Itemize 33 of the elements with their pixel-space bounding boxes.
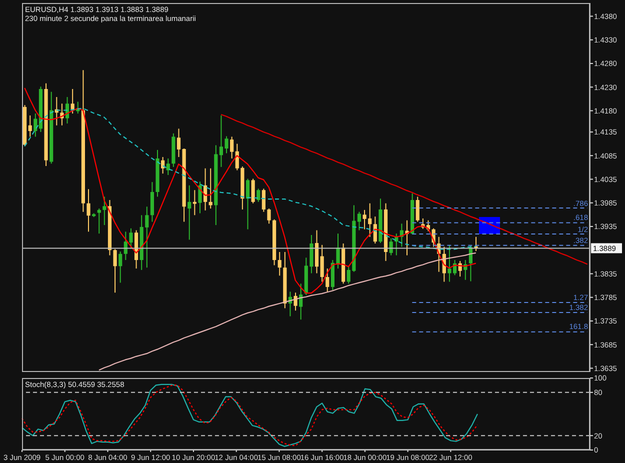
- candlestick: [34, 113, 38, 138]
- candlestick: [102, 196, 106, 226]
- candlestick: [129, 228, 133, 250]
- candlestick: [150, 182, 154, 222]
- candlestick: [357, 211, 362, 231]
- candlestick: [389, 238, 393, 256]
- candlestick: [320, 244, 324, 282]
- candlestick: [326, 268, 330, 292]
- candlestick: [176, 128, 181, 158]
- candlestick: [118, 251, 122, 284]
- candlestick: [230, 136, 234, 159]
- candlestick: [256, 188, 260, 202]
- candlestick: [166, 158, 170, 176]
- candlestick: [60, 103, 64, 126]
- candlestick: [251, 178, 255, 204]
- line-series: [220, 114, 588, 265]
- candlestick: [70, 88, 74, 114]
- candlestick: [86, 188, 90, 232]
- candlestick: [246, 178, 250, 230]
- candlestick: [314, 230, 319, 274]
- candlestick: [294, 292, 298, 312]
- candlestick: [416, 196, 420, 222]
- candlestick: [278, 251, 282, 276]
- candlestick: [192, 190, 196, 216]
- candlestick: [97, 208, 101, 234]
- candlestick: [113, 248, 117, 294]
- line-series: [24, 87, 476, 294]
- candlestick: [198, 181, 202, 214]
- candlestick: [262, 188, 266, 212]
- candlestick: [161, 156, 165, 174]
- candlestick: [267, 208, 271, 224]
- candlestick: [28, 114, 32, 138]
- candlestick: [188, 184, 192, 240]
